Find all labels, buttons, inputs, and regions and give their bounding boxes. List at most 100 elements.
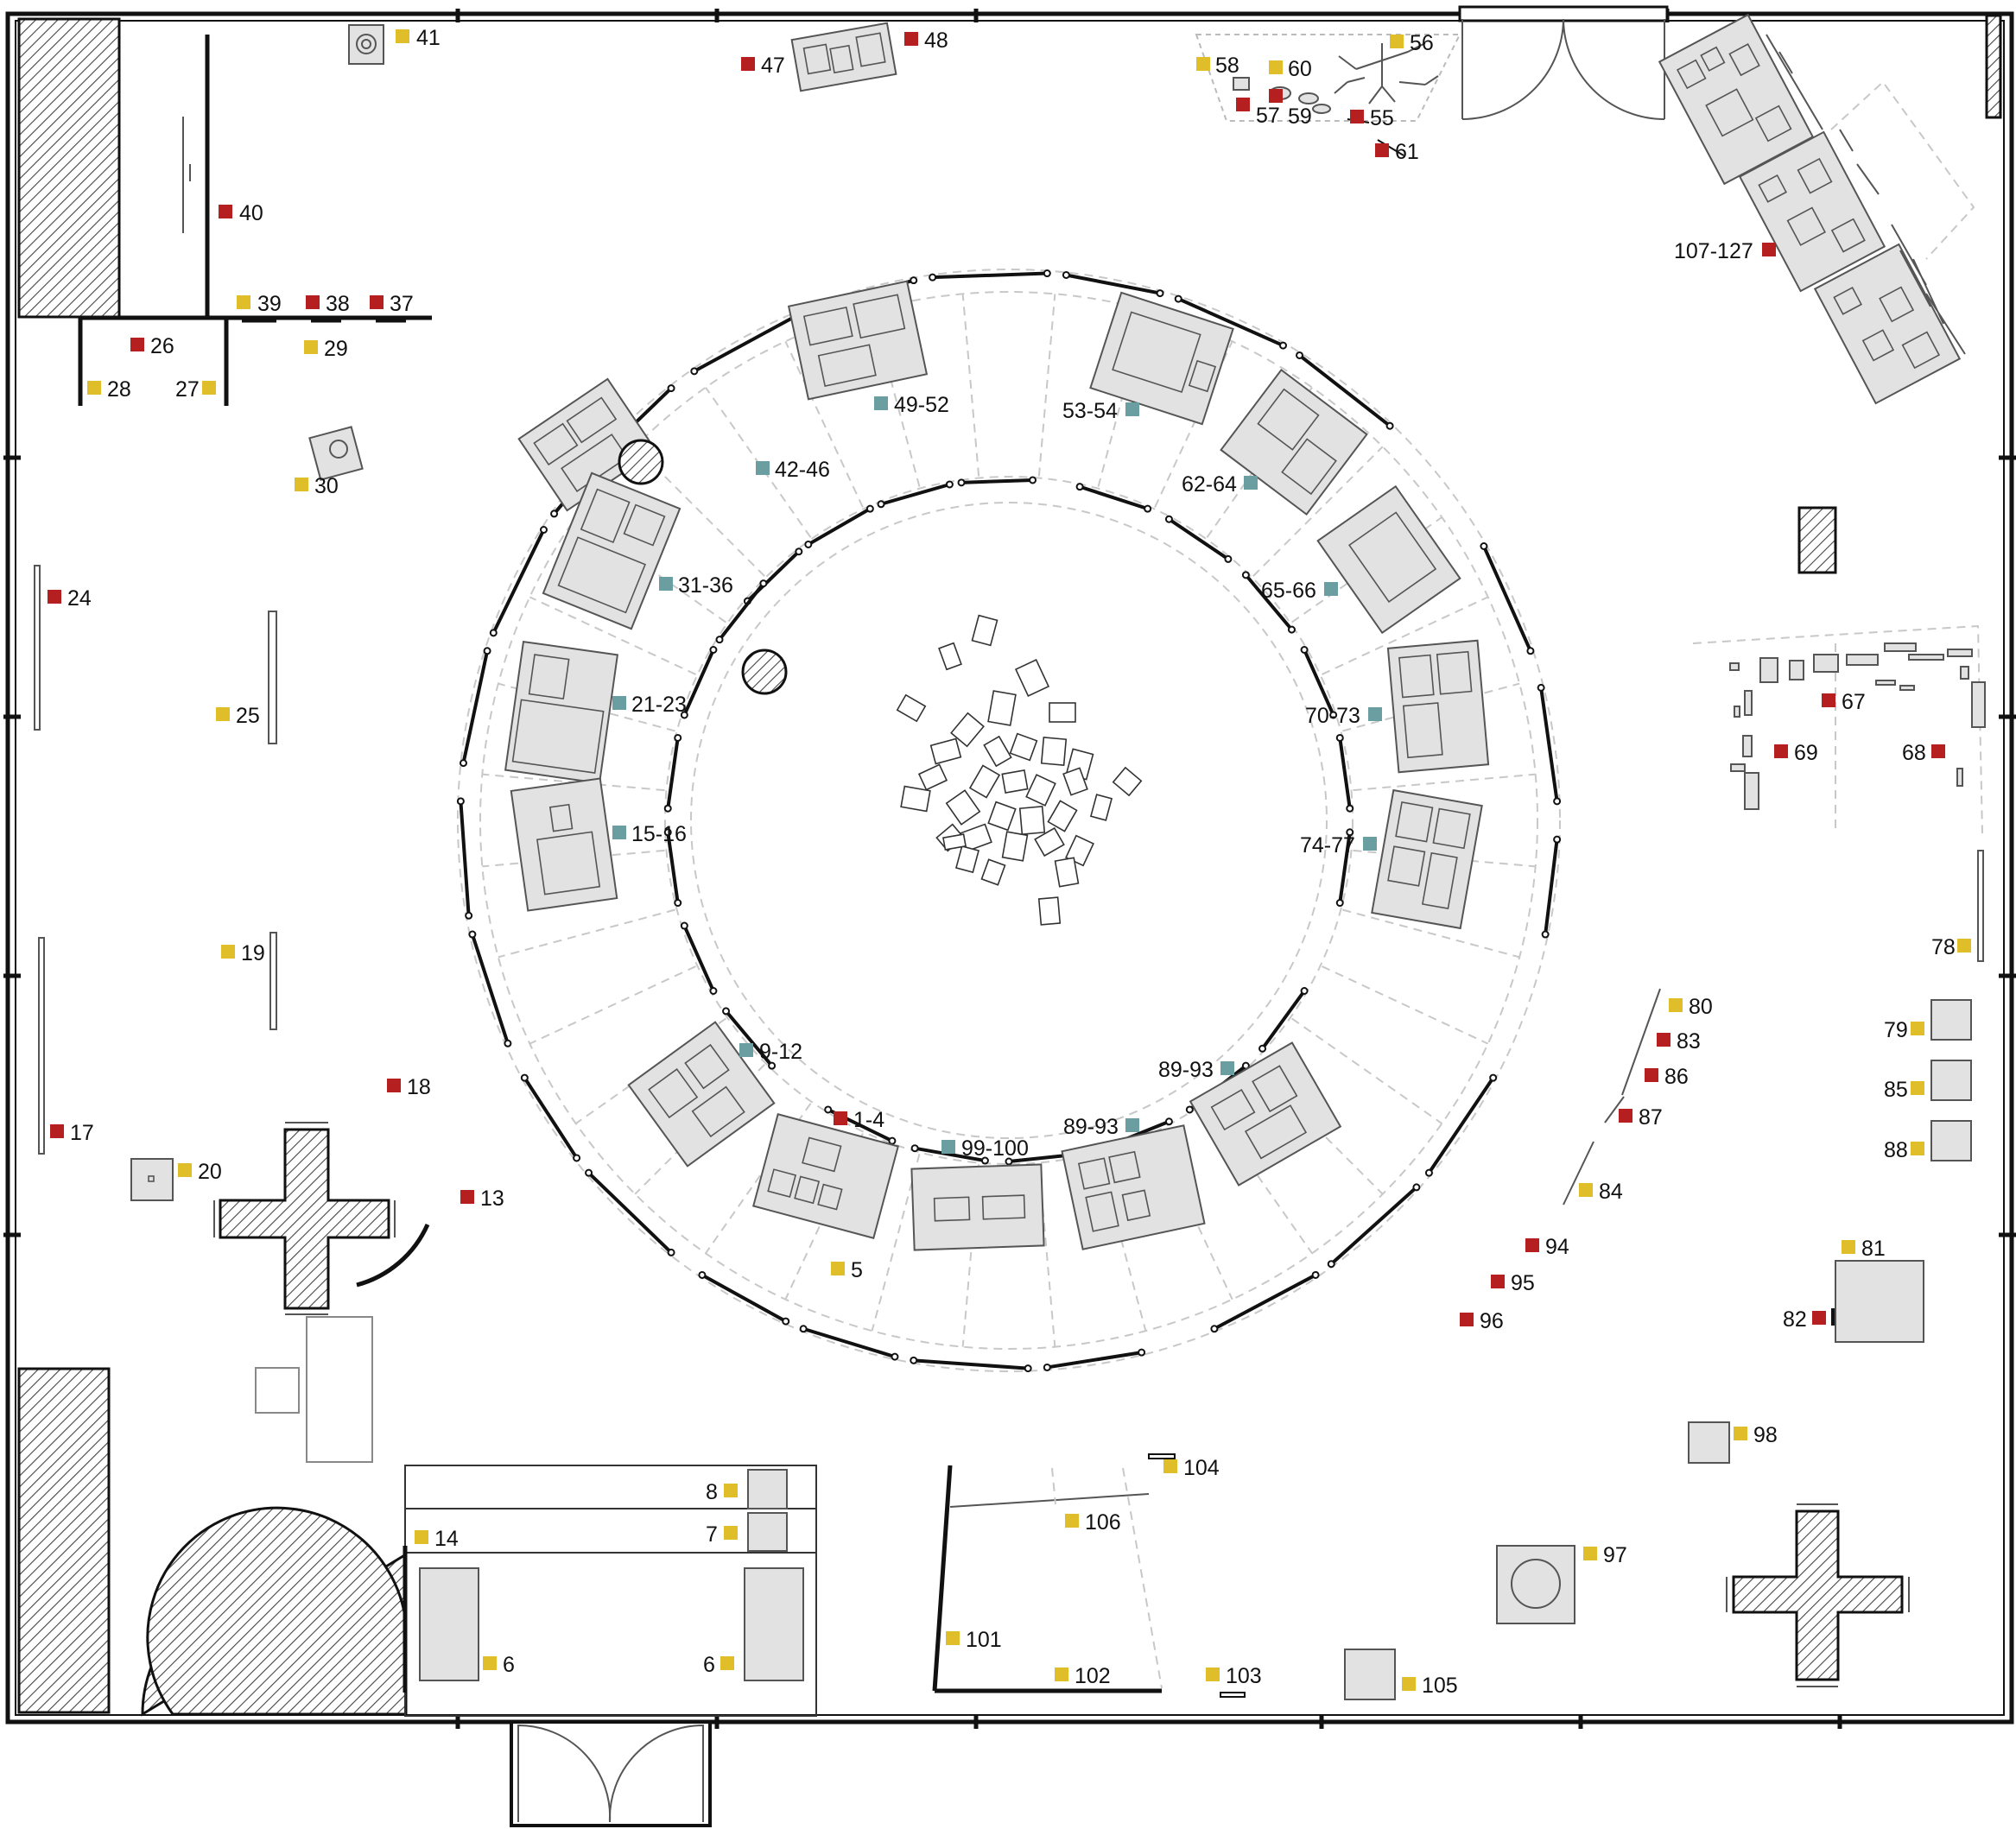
label-marker: 99-100 — [941, 1136, 1029, 1161]
wall-post — [663, 804, 672, 813]
svg-text:106: 106 — [1085, 1510, 1121, 1535]
label-marker: 41 — [396, 26, 441, 50]
wall-segment — [1329, 1186, 1418, 1266]
paper-sheet — [1034, 826, 1065, 858]
wall-post — [663, 828, 672, 837]
label-marker: 6 — [703, 1653, 734, 1677]
wall-post — [865, 504, 874, 513]
wall-post — [680, 711, 688, 719]
wall-post — [1258, 1044, 1267, 1053]
label-marker: 86 — [1645, 1065, 1689, 1089]
svg-text:99-100: 99-100 — [961, 1136, 1029, 1161]
wall-post — [585, 1168, 593, 1177]
svg-text:38: 38 — [326, 292, 350, 316]
svg-text:81: 81 — [1861, 1237, 1886, 1261]
wall-post — [1144, 504, 1152, 513]
wall-segment — [1303, 649, 1335, 716]
svg-text:48: 48 — [924, 28, 948, 53]
svg-text:28: 28 — [107, 377, 131, 402]
label-marker: 78 — [1931, 935, 1971, 959]
wall-segment — [693, 310, 805, 373]
svg-text:53-54: 53-54 — [1062, 399, 1118, 423]
wall-post — [795, 547, 803, 556]
wall-post — [1300, 987, 1309, 995]
radial-guide — [961, 294, 980, 477]
label-marker: 84 — [1579, 1180, 1623, 1204]
svg-text:9-12: 9-12 — [759, 1040, 802, 1064]
wall-post — [520, 1073, 529, 1082]
wall-segment — [1338, 737, 1352, 809]
wall-post — [804, 540, 813, 548]
wall-segment — [1079, 484, 1149, 511]
wall-post — [1075, 483, 1084, 491]
column-round-1 — [618, 439, 664, 485]
wall-post — [1480, 542, 1488, 550]
label-marker: 80 — [1669, 995, 1713, 1019]
wall-post — [1138, 1348, 1146, 1357]
label-marker: 69 — [1774, 741, 1818, 765]
wall-post — [539, 526, 548, 535]
radial-guide — [498, 908, 675, 959]
label-marker: 37 — [370, 292, 414, 316]
paper-sheet — [917, 763, 948, 791]
label-marker: 74-77 — [1300, 833, 1377, 858]
wall-segment — [587, 1171, 673, 1254]
wall-post — [799, 1325, 808, 1333]
wall-post — [1526, 647, 1535, 655]
wall-post — [824, 1105, 833, 1114]
svg-text:31-36: 31-36 — [678, 573, 733, 598]
wall-post — [782, 1317, 790, 1326]
wall-post — [1210, 1325, 1219, 1333]
wall-post — [980, 1156, 989, 1165]
wall-segment — [1427, 1076, 1495, 1174]
wall-post — [667, 384, 675, 393]
wall-segment — [880, 483, 950, 506]
paper-sheet — [1014, 659, 1050, 697]
wall-post — [910, 276, 918, 285]
wall-post — [680, 921, 688, 930]
wall-segment — [807, 507, 872, 547]
svg-text:83: 83 — [1677, 1029, 1701, 1054]
svg-text:70-73: 70-73 — [1305, 704, 1360, 728]
svg-text:15-16: 15-16 — [631, 822, 687, 846]
radial-guide — [529, 596, 696, 675]
svg-text:55: 55 — [1370, 106, 1394, 130]
svg-text:25: 25 — [236, 704, 260, 728]
right-zone — [1220, 624, 1986, 1700]
wall-post — [483, 647, 491, 655]
svg-text:29: 29 — [324, 337, 348, 361]
svg-text:40: 40 — [239, 201, 263, 225]
svg-text:89-93: 89-93 — [1158, 1058, 1214, 1082]
wall-post — [1541, 930, 1550, 939]
radial-guide — [784, 340, 864, 508]
wall-segment — [682, 925, 715, 992]
svg-text:59: 59 — [1288, 104, 1312, 129]
wall-post — [1029, 476, 1037, 484]
entrance-door-bottom — [510, 1720, 712, 1827]
svg-text:65-66: 65-66 — [1261, 579, 1316, 603]
wall-post — [1385, 421, 1394, 430]
wall-post — [1279, 341, 1287, 350]
column-round-2 — [741, 649, 788, 695]
label-marker: 27 — [175, 377, 216, 402]
wall-segment — [461, 650, 490, 764]
wall-segment — [1168, 517, 1230, 561]
paper-sheet — [1001, 831, 1029, 862]
label-marker: 65-66 — [1261, 579, 1338, 603]
label-marker: 55 — [1350, 106, 1394, 130]
wall-post — [456, 797, 465, 806]
paper-sheet — [1047, 800, 1078, 832]
label-marker: 81 — [1842, 1237, 1886, 1261]
label-marker: 24 — [48, 586, 92, 611]
svg-text:107-127: 107-127 — [1674, 239, 1753, 263]
svg-text:67: 67 — [1842, 690, 1866, 714]
label-marker: 40 — [219, 201, 263, 225]
wall-post — [1295, 351, 1303, 359]
inner-ring-cases — [504, 280, 1490, 1251]
wall-post — [674, 733, 682, 742]
wall-segment — [666, 832, 680, 903]
label-marker: 14 — [415, 1527, 459, 1551]
exhibit-labels: 41 40 39 38 37 26 29 28 27 30 24 25 19 1… — [48, 26, 1971, 1698]
label-marker: 9-12 — [739, 1040, 802, 1064]
